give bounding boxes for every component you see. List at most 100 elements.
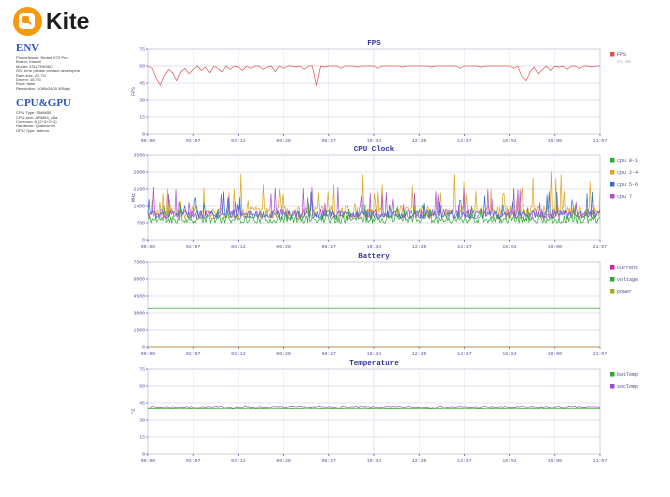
svg-text:FPS: FPS	[617, 52, 626, 58]
svg-text:16:54: 16:54	[502, 458, 517, 464]
svg-text:19:00: 19:00	[548, 244, 563, 250]
temperature-chart: 0 15 30 45 60 75 00:00 02:07 04:13 06:20 08:27 10:3…	[130, 356, 670, 468]
svg-text:14:47: 14:47	[457, 458, 472, 464]
kite-logo-inner	[19, 13, 35, 29]
env-info-line: Root: false	[16, 81, 36, 87]
svg-text:cpu 7: cpu 7	[617, 194, 632, 200]
svg-text:16:54: 16:54	[502, 244, 517, 250]
svg-text:15: 15	[139, 435, 145, 441]
svg-text:1500: 1500	[133, 328, 145, 334]
svg-text:75: 75	[139, 367, 145, 373]
cpu-info-line: GPU Type: adreno	[16, 127, 50, 133]
device-info-panel: ENV PhoneName: Redmi K70 Pro Brand: Xiaom…	[16, 42, 128, 139]
svg-text:°C: °C	[131, 408, 137, 414]
svg-text:7500: 7500	[133, 260, 145, 266]
svg-text:12:40: 12:40	[412, 244, 427, 250]
svg-text:08:27: 08:27	[322, 138, 337, 144]
svg-text:19:00: 19:00	[548, 458, 563, 464]
battery-chart: 0 1500 3000 4500 6000 7500 00:00 02:07 04:13 06:2…	[130, 249, 670, 361]
svg-text:14:47: 14:47	[457, 244, 472, 250]
svg-text:3000: 3000	[133, 311, 145, 317]
svg-text:60: 60	[139, 384, 145, 390]
svg-text:power: power	[617, 289, 632, 295]
svg-text:19:00: 19:00	[548, 351, 563, 357]
kite-glyph	[22, 16, 29, 23]
cpugpu-section-title: CPU&GPU	[16, 97, 71, 110]
svg-text:08:27: 08:27	[322, 244, 337, 250]
svg-text:00:00: 00:00	[141, 138, 156, 144]
svg-text:cpu 2-4: cpu 2-4	[617, 170, 638, 176]
app-logo: Kite	[13, 7, 89, 36]
svg-text:04:13: 04:13	[231, 351, 246, 357]
svg-text:Battery: Battery	[358, 253, 390, 261]
svg-text:CPU Clock: CPU Clock	[354, 146, 395, 154]
env-section-lines: PhoneName: Redmi K70 Pro Brand: Xiaomi Mod…	[16, 55, 128, 91]
svg-text:04:13: 04:13	[231, 138, 246, 144]
cpu-info-line: Corenum: 8 (2+3+2+1)	[16, 119, 57, 125]
svg-text:45: 45	[139, 401, 145, 407]
svg-text:MHz: MHz	[131, 193, 137, 202]
cpu-info-line: CPU Type: SM8650	[16, 110, 52, 116]
svg-text:02:07: 02:07	[186, 244, 201, 250]
app-title: Kite	[46, 8, 90, 34]
chart-svg: 0 1500 3000 4500 6000 7500 00:00 02:07 04:13 06:2…	[133, 253, 638, 357]
svg-text:21:07: 21:07	[593, 458, 608, 464]
svg-text:0: 0	[142, 238, 145, 244]
svg-text:15: 15	[139, 115, 145, 121]
kite-logo-icon	[13, 7, 42, 36]
env-info-line: Brand: Xiaomi	[16, 59, 42, 65]
svg-text:cpu 5-6: cpu 5-6	[617, 182, 638, 188]
svg-text:21:07: 21:07	[593, 244, 608, 250]
svg-text:04:13: 04:13	[231, 244, 246, 250]
chart-svg: 0 15 30 45 60 75 00:00 02:07 04:13 06:20 08:27 10:3…	[131, 40, 631, 144]
svg-text:16:54: 16:54	[502, 138, 517, 144]
svg-text:0: 0	[142, 345, 145, 351]
svg-text:700: 700	[136, 221, 145, 227]
svg-text:00:00: 00:00	[141, 244, 156, 250]
env-info-line: Ram size: 22.7G	[16, 72, 46, 78]
chart-svg: 0 700 1400 2100 2800 3500 00:00 02:07 04:13 06:20…	[131, 146, 638, 250]
svg-text:14:47: 14:47	[457, 351, 472, 357]
svg-text:cpu 0-1: cpu 0-1	[617, 158, 638, 164]
svg-text:02:07: 02:07	[186, 458, 201, 464]
kite-glyph-tail	[27, 20, 33, 26]
svg-text:60: 60	[139, 64, 145, 70]
svg-text:08:27: 08:27	[322, 458, 337, 464]
svg-text:12:40: 12:40	[412, 458, 427, 464]
svg-text:FPS: FPS	[131, 87, 137, 96]
svg-text:2100: 2100	[133, 187, 145, 193]
svg-text:0: 0	[142, 452, 145, 458]
svg-text:socTemp: socTemp	[617, 384, 638, 390]
cpugpu-section-lines: CPU Type: SM8650 CPU arch: ARM64_v8a Coren…	[16, 110, 128, 133]
svg-text:06:20: 06:20	[276, 138, 291, 144]
env-section-title: ENV	[16, 42, 40, 54]
svg-text:10:34: 10:34	[367, 351, 382, 357]
svg-text:Temperature: Temperature	[349, 360, 399, 368]
svg-text:06:20: 06:20	[276, 351, 291, 357]
svg-text:45: 45	[139, 81, 145, 87]
svg-text:08:27: 08:27	[322, 351, 337, 357]
env-info-line: Model: 23117RK66C	[16, 63, 53, 69]
svg-text:batTemp: batTemp	[617, 372, 638, 378]
svg-text:04:13: 04:13	[231, 458, 246, 464]
cpu-info-line: Hardware: Qualcomm	[16, 123, 55, 129]
svg-text:00:00: 00:00	[141, 351, 156, 357]
svg-text:21:07: 21:07	[593, 351, 608, 357]
svg-text:2800: 2800	[133, 170, 145, 176]
svg-text:voltage: voltage	[617, 277, 638, 283]
cpu-info-line: CPU arch: ARM64_v8a	[16, 114, 58, 120]
fps-chart: 0 15 30 45 60 75 00:00 02:07 04:13 06:20 08:27 10:3…	[130, 36, 670, 148]
svg-text:3500: 3500	[133, 153, 145, 159]
svg-text:10:34: 10:34	[367, 138, 382, 144]
svg-text:10:34: 10:34	[367, 458, 382, 464]
svg-text:61.06: 61.06	[617, 59, 631, 65]
svg-text:4500: 4500	[133, 294, 145, 300]
svg-text:6000: 6000	[133, 277, 145, 283]
svg-text:06:20: 06:20	[276, 244, 291, 250]
svg-text:0: 0	[142, 132, 145, 138]
chart-svg: 0 15 30 45 60 75 00:00 02:07 04:13 06:20 08:27 10:3…	[131, 360, 638, 464]
svg-text:02:07: 02:07	[186, 351, 201, 357]
svg-text:12:40: 12:40	[412, 351, 427, 357]
svg-text:19:00: 19:00	[548, 138, 563, 144]
